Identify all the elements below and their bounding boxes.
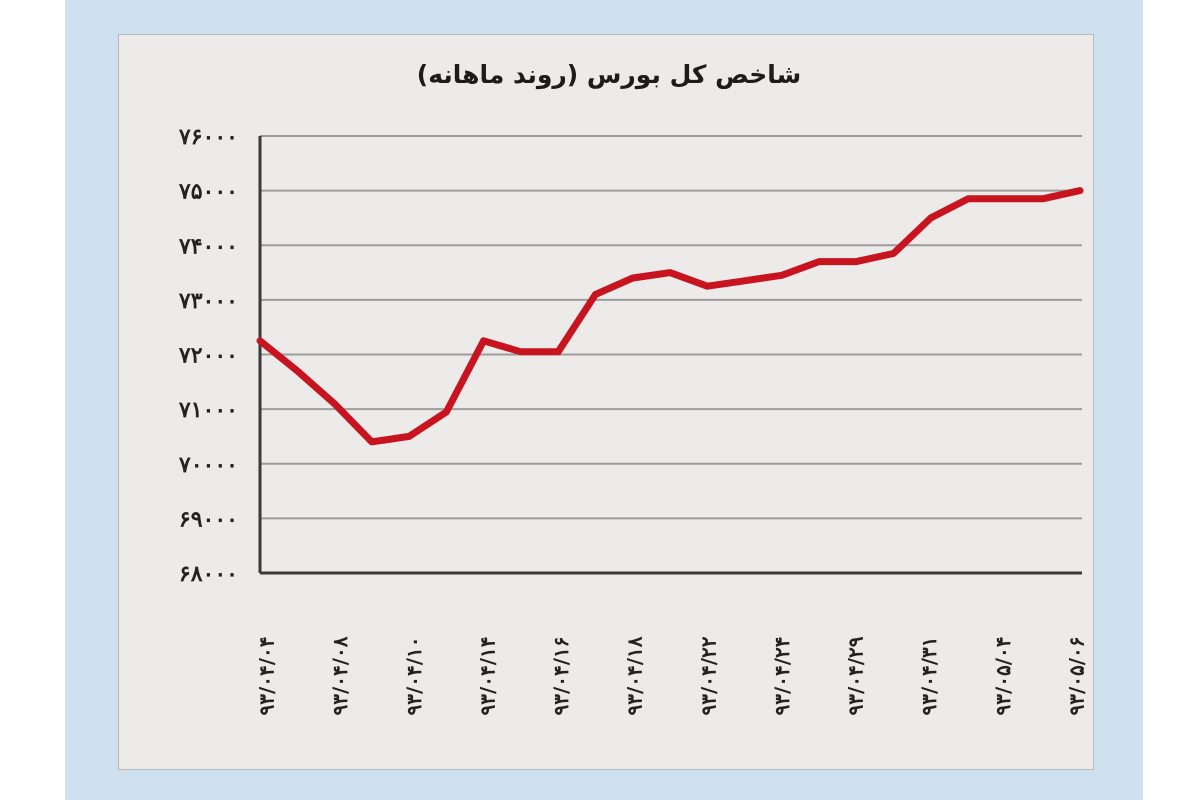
series-group — [256, 187, 1084, 446]
chart-title: شاخص کل بورس (روند ماهانه) — [417, 60, 801, 90]
y-tick-label: ۷۳۰۰۰ — [178, 288, 238, 314]
x-tick-label: ۹۳/۰۴/۲۲ — [696, 636, 720, 715]
x-tick-label: ۹۳/۰۴/۰۴ — [255, 636, 279, 715]
x-tick-label: ۹۳/۰۴/۱۴ — [475, 636, 499, 715]
y-tick-label: ۷۱۰۰۰ — [178, 397, 238, 423]
y-tick-label: ۷۲۰۰۰ — [178, 343, 238, 369]
y-tick-label: ۷۵۰۰۰ — [178, 179, 238, 205]
x-tick-label: ۹۳/۰۴/۰۸ — [328, 636, 352, 715]
x-tick-label: ۹۳/۰۴/۱۰ — [402, 636, 426, 715]
x-tick-label: ۹۳/۰۴/۲۴ — [770, 636, 794, 715]
y-tick-label: ۷۰۰۰۰ — [178, 452, 238, 478]
y-axis-tick-labels: ۷۶۰۰۰ ۷۵۰۰۰ ۷۴۰۰۰ ۷۳۰۰۰ ۷۲۰۰۰ ۷۱۰۰۰ ۷۰۰۰۰ ۶۹۰۰۰… — [178, 124, 238, 587]
chart-panel — [118, 34, 1094, 770]
y-tick-label: ۷۴۰۰۰ — [178, 233, 238, 259]
x-tick-label: ۹۳/۰۵/۰۴ — [991, 636, 1015, 715]
x-tick-label: ۹۳/۰۴/۱۸ — [623, 636, 647, 715]
x-tick-label: ۹۳/۰۵/۰۶ — [1065, 636, 1089, 715]
grid-lines — [260, 135, 1082, 520]
y-tick-label: ۷۶۰۰۰ — [178, 124, 238, 150]
y-tick-label: ۶۹۰۰۰ — [179, 506, 238, 532]
x-tick-label: ۹۳/۰۴/۳۱ — [917, 636, 941, 715]
x-axis-tick-labels: ۹۳/۰۴/۰۴ ۹۳/۰۴/۰۸ ۹۳/۰۴/۱۰ ۹۳/۰۴/۱۴ ۹۳/۰۴/۱۶… — [255, 636, 1089, 715]
axes — [258, 136, 1082, 575]
x-tick-label: ۹۳/۰۴/۲۹ — [844, 636, 868, 715]
x-tick-label: ۹۳/۰۴/۱۶ — [549, 636, 573, 715]
series-line — [256, 187, 1084, 446]
y-tick-label: ۶۸۰۰۰ — [179, 561, 238, 587]
